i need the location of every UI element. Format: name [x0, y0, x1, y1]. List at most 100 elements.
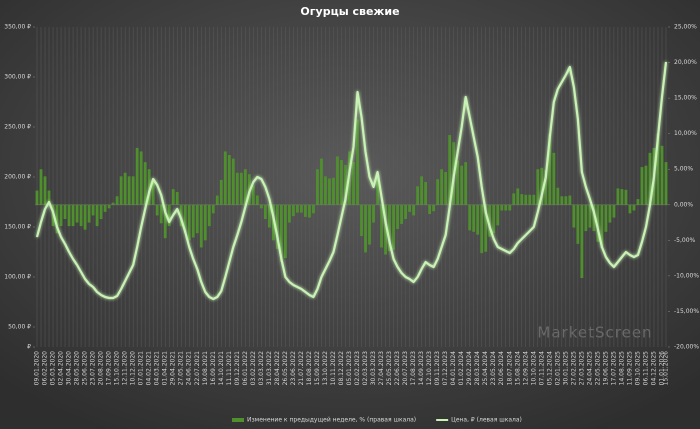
bar: [376, 177, 379, 205]
x-tick-label: 05.01.2023: [346, 351, 353, 386]
bar: [243, 169, 247, 205]
y-tick-label: ₽: [27, 344, 31, 351]
bar: [588, 204, 592, 228]
bar: [632, 204, 636, 211]
x-tick-label: 28.03.2024: [474, 351, 481, 386]
x-tick-label: 24.04.2025: [586, 351, 593, 386]
bar: [432, 204, 436, 212]
y2-tick-label: 20,00%: [674, 59, 697, 66]
y-tick-label: 250,00 ₽: [4, 124, 31, 131]
bar: [308, 204, 311, 218]
x-tick-label: 30.01.2025: [562, 351, 569, 386]
y2-tick-label: -20,00%: [674, 344, 699, 351]
x-tick-label: 22.07.2021: [194, 351, 201, 386]
bar: [384, 204, 387, 255]
bar: [604, 204, 608, 232]
y-tick-label: 350,00 ₽: [4, 24, 31, 31]
bar: [532, 194, 536, 205]
x-tick-label: 15.01.2026: [662, 351, 669, 386]
x-tick-label: 02.03.2023: [362, 351, 369, 386]
bar: [368, 204, 371, 245]
bar: [235, 172, 239, 205]
bar: [296, 204, 299, 213]
x-tick-label: 14.09.2023: [418, 351, 425, 386]
bar: [476, 204, 480, 235]
bar: [83, 204, 87, 230]
x-tick-label: 07.12.2023: [442, 351, 449, 386]
x-tick-label: 26.05.2022: [282, 351, 289, 386]
bar: [79, 204, 83, 227]
bar: [456, 160, 460, 205]
bar: [540, 167, 544, 205]
x-tick-label: 09.01.2020: [34, 351, 41, 386]
x-tick-label: 23.07.2020: [90, 351, 97, 386]
bar: [520, 194, 524, 205]
bar: [143, 162, 147, 205]
bar: [648, 152, 652, 205]
bar: [664, 162, 668, 205]
bar: [448, 135, 452, 205]
bar: [119, 176, 123, 205]
bar: [424, 182, 428, 205]
bar: [492, 204, 496, 234]
x-tick-label: 18.08.2022: [306, 351, 313, 386]
bar: [564, 196, 568, 205]
bar: [344, 164, 347, 205]
bar: [87, 204, 91, 223]
chart-title: Огурцы свежие: [300, 5, 399, 18]
bar: [223, 151, 227, 205]
x-tick-label: 04.03.2021: [154, 351, 161, 386]
bar: [287, 204, 291, 223]
x-tick-label: 10.11.2022: [330, 351, 337, 386]
x-tick-label: 18.07.2024: [506, 351, 513, 386]
legend-swatch: [232, 418, 244, 422]
x-tick-label: 19.08.2021: [202, 351, 209, 386]
x-tick-label: 15.09.2022: [314, 351, 321, 386]
x-tick-label: 06.02.2020: [42, 351, 49, 386]
x-tick-label: 12.10.2023: [426, 351, 433, 386]
y2-tick-label: 25,00%: [674, 24, 697, 31]
legend-label: Изменение к предыдущей неделе, % (правая…: [247, 417, 416, 424]
y-tick-label: 200,00 ₽: [4, 174, 31, 181]
x-tick-label: 10.12.2020: [130, 351, 137, 386]
bar: [592, 204, 596, 232]
x-tick-label: 29.04.2021: [170, 351, 177, 386]
bar: [508, 204, 512, 211]
x-tick-label: 05.12.2024: [546, 351, 553, 386]
bar: [660, 145, 664, 205]
bar: [364, 204, 367, 253]
bar: [500, 204, 504, 211]
bar: [239, 172, 243, 205]
bar: [464, 162, 468, 205]
bar: [640, 167, 644, 205]
x-tick-label: 17.09.2020: [106, 351, 113, 386]
bar: [304, 204, 307, 217]
bar: [392, 204, 395, 250]
bar: [259, 204, 263, 209]
x-tick-label: 20.08.2020: [98, 351, 105, 386]
bar: [263, 204, 267, 219]
x-tick-label: 28.05.2020: [74, 351, 81, 386]
bar: [123, 172, 127, 205]
bar: [191, 204, 195, 238]
bar: [580, 204, 584, 279]
bar: [504, 204, 508, 211]
x-tick-label: 09.11.2023: [434, 351, 441, 386]
y2-tick-label: 15,00%: [674, 95, 697, 102]
x-tick-label: 12.11.2020: [122, 351, 129, 386]
bar: [472, 204, 476, 232]
x-tick-label: 17.08.2023: [410, 351, 417, 386]
bar: [548, 133, 552, 205]
bar: [596, 204, 600, 242]
x-tick-label: 02.04.2020: [58, 351, 65, 386]
x-tick-label: 17.07.2025: [610, 351, 617, 386]
bar: [175, 191, 179, 205]
bar: [320, 158, 323, 205]
bar: [400, 204, 403, 224]
x-tick-label: 23.06.2022: [290, 351, 297, 386]
bar: [332, 177, 335, 205]
x-tick-label: 25.06.2020: [82, 351, 89, 386]
x-tick-label: 06.01.2022: [242, 351, 249, 386]
bar: [139, 151, 143, 205]
bar: [620, 189, 624, 205]
